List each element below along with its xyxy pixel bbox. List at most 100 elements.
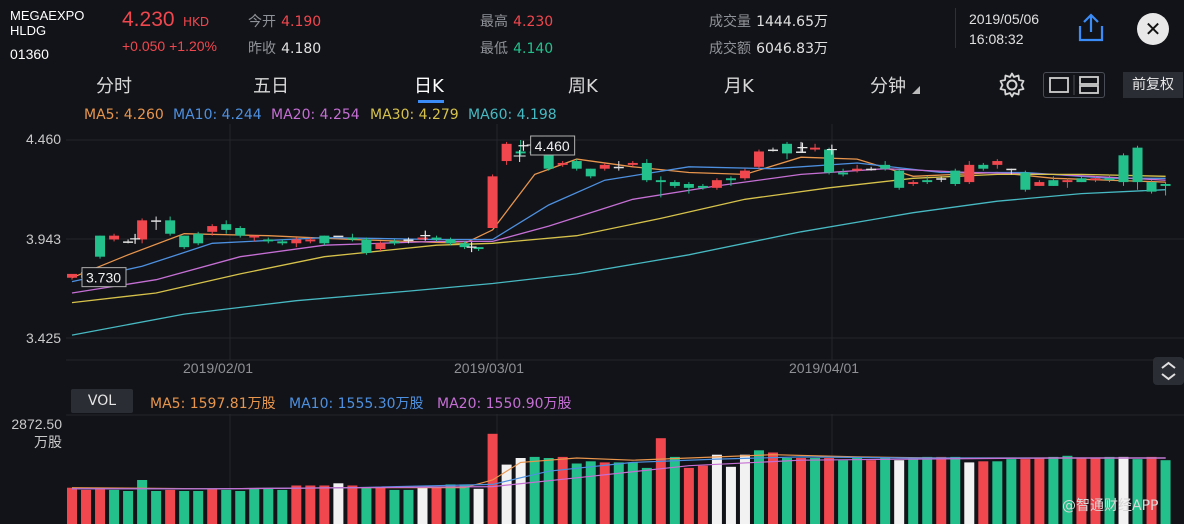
ma-line-ma5 <box>71 156 1166 279</box>
candle <box>487 176 498 228</box>
volume-chart <box>66 414 1184 524</box>
volume-bar <box>361 487 372 524</box>
candle <box>711 180 722 188</box>
candle <box>725 178 736 181</box>
vol-indicator-button[interactable]: VOL <box>71 389 133 413</box>
tab-minute-label: 分钟 <box>870 76 906 97</box>
vol-max-unit: 万股 <box>34 434 62 450</box>
min-label-box <box>81 267 127 288</box>
candle <box>403 239 414 241</box>
candle <box>375 243 386 250</box>
candle <box>263 239 274 242</box>
cross-marker <box>466 242 477 253</box>
volume-bar <box>613 462 624 524</box>
prev-close: 昨收 4.180 <box>248 38 321 58</box>
candle <box>641 162 652 181</box>
volume-bar <box>1048 456 1059 524</box>
volume-bar <box>347 485 358 524</box>
candle <box>165 220 176 234</box>
volume-bar <box>739 454 750 524</box>
candle <box>389 241 400 244</box>
volume-bar <box>305 485 316 524</box>
volume-bar <box>249 488 260 524</box>
candle <box>151 220 162 222</box>
max-price-label: 4.460 <box>535 138 570 154</box>
candle <box>543 155 554 169</box>
candle <box>655 180 666 183</box>
currency-label: HKD <box>183 15 210 29</box>
gear-icon[interactable] <box>998 71 1026 99</box>
candle <box>445 239 456 244</box>
candle <box>1020 172 1031 190</box>
candle <box>1160 184 1171 186</box>
candle <box>1132 147 1143 183</box>
volume-bar <box>95 487 106 524</box>
tab-five-day[interactable]: 五日 <box>253 76 289 97</box>
collapse-expand-button[interactable] <box>1153 357 1184 385</box>
layout-toggle[interactable] <box>1043 72 1105 98</box>
tab-weekly-k[interactable]: 周K <box>568 76 598 97</box>
volume-bar <box>810 458 821 524</box>
active-tab-indicator <box>418 100 444 103</box>
candle <box>768 149 778 152</box>
candle <box>585 168 596 177</box>
ma5-legend: MA5: 4.260 <box>84 107 164 123</box>
candle <box>221 224 232 230</box>
tab-daily-k[interactable]: 日K <box>414 76 444 97</box>
candle <box>123 241 134 243</box>
candle <box>796 151 807 153</box>
volume-label: 成交量 <box>709 14 751 30</box>
volume-bar <box>501 464 512 524</box>
stock-code: 01360 <box>10 46 49 62</box>
prev-close-value: 4.180 <box>281 41 322 57</box>
volume-bar <box>1062 455 1073 524</box>
single-pane-icon <box>1049 77 1069 93</box>
cross-marker <box>518 140 529 151</box>
close-button[interactable]: ✕ <box>1137 13 1169 45</box>
volume-bar <box>753 450 764 524</box>
candle <box>137 220 148 240</box>
volume-bar <box>137 480 148 524</box>
volume-bar <box>852 458 863 524</box>
vol-max-label: 2872.50 万股 <box>4 415 62 451</box>
turnover-label: 成交额 <box>709 41 751 57</box>
candle <box>319 235 330 244</box>
quote-date: 2019/05/06 <box>969 11 1040 27</box>
turnover-value: 6046.83万 <box>756 41 828 57</box>
ma10-legend: MA10: 4.244 <box>173 107 262 123</box>
price-adjust-button[interactable]: 前复权 <box>1123 72 1183 98</box>
candle <box>1146 182 1157 192</box>
change-value: +0.050 <box>122 38 166 54</box>
volume-bar <box>123 491 134 524</box>
candle <box>473 247 484 250</box>
candle <box>880 164 891 169</box>
tab-intraday[interactable]: 分时 <box>96 76 132 97</box>
volume-bar <box>193 491 204 524</box>
high-label: 最高 <box>480 14 508 30</box>
volume-bar <box>445 484 456 524</box>
y-tick-mid: 3.943 <box>26 231 62 247</box>
tab-monthly-k[interactable]: 月K <box>724 76 754 97</box>
candlestick-chart[interactable]: 4.460 3.730 <box>0 124 1184 384</box>
volume-value: 1444.65万 <box>756 14 828 30</box>
ma-line-ma30 <box>71 173 1166 304</box>
volume-bar <box>165 489 176 524</box>
volume-bar <box>1132 459 1143 524</box>
candle <box>1006 168 1017 171</box>
x-tick-apr: 2019/04/01 <box>789 360 860 376</box>
candle <box>936 178 947 180</box>
volume-bar <box>543 458 554 524</box>
ma20-legend: MA20: 4.254 <box>271 107 360 123</box>
cross-marker <box>826 144 837 155</box>
cross-marker <box>797 142 808 153</box>
prev-close-label: 昨收 <box>248 41 276 57</box>
candle <box>417 237 428 240</box>
candle <box>459 243 470 248</box>
volume-bar <box>992 461 1003 524</box>
change-percent: +1.20% <box>169 38 217 54</box>
tab-minute[interactable]: 分钟 <box>870 72 920 98</box>
candle <box>1048 180 1059 186</box>
candle <box>599 164 610 169</box>
share-icon[interactable] <box>1076 12 1106 44</box>
volume-bar <box>641 467 652 524</box>
